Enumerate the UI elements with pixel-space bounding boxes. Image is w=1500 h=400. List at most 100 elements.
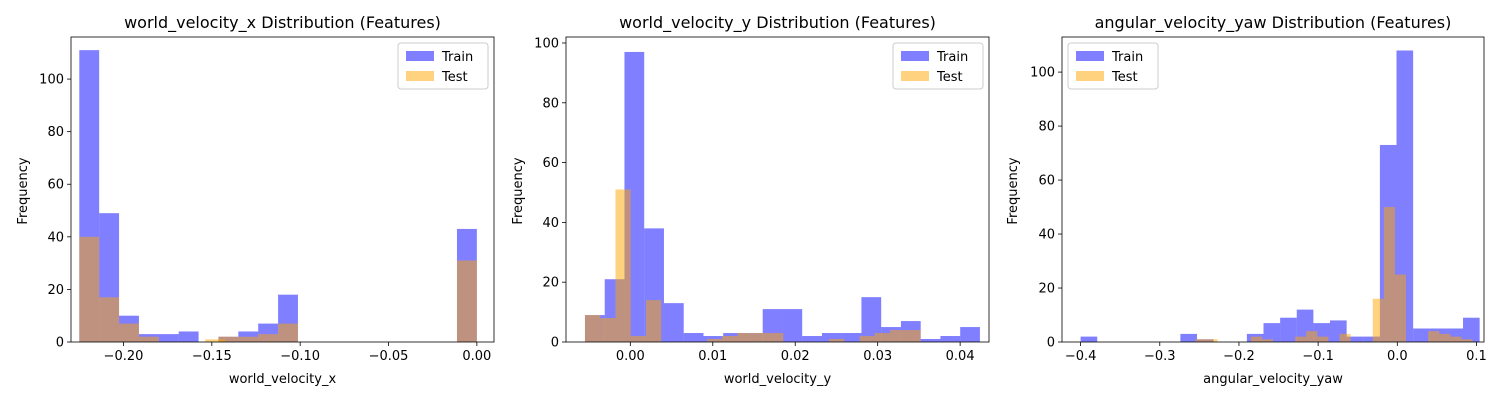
y-tick-label: 20 [47, 283, 64, 298]
axes-frame [70, 36, 495, 343]
chart-title: angular_velocity_yaw Distribution (Featu… [1095, 13, 1452, 33]
x-tick-label: −0.20 [104, 349, 144, 364]
x-tick-label: −0.1 [1302, 349, 1334, 364]
bar-test-4 [645, 300, 662, 342]
bar-test-11 [752, 333, 769, 342]
y-tick-label: 0 [56, 336, 64, 351]
legend-swatch-test [1076, 71, 1104, 81]
bar-train-12 [821, 333, 842, 342]
chart-title: world_velocity_y Distribution (Features) [619, 13, 936, 33]
bar-train-17 [920, 339, 941, 342]
x-tick-label: 0.1 [1466, 349, 1487, 364]
bar-train-19 [960, 327, 980, 342]
x-tick-label: −0.2 [1223, 349, 1255, 364]
bar-test-13 [1450, 336, 1462, 342]
bar-test-9 [722, 336, 738, 342]
bar-test-1 [600, 318, 616, 342]
legend-label-train: Train [441, 50, 473, 65]
y-tick-label: 40 [1038, 228, 1055, 243]
bar-test-7 [1339, 333, 1351, 342]
bar-train-20 [1413, 328, 1430, 342]
y-tick-label: 80 [47, 125, 64, 140]
y-tick-label: 80 [1038, 120, 1055, 135]
x-tick-label: 0.02 [781, 349, 810, 364]
chart-panel-angular-velocity-yaw: angular_velocity_yaw Distribution (Featu… [1006, 13, 1487, 387]
legend-label-test: Test [441, 70, 468, 85]
bar-test-8 [707, 339, 723, 342]
bar-test-14 [1461, 339, 1473, 342]
bar-train-5 [178, 331, 199, 342]
bar-test-18 [859, 336, 875, 342]
bar-train-14 [861, 297, 882, 342]
x-tick-label: 0.03 [863, 349, 892, 364]
y-axis-label: Frequency [16, 157, 31, 224]
chart-title: world_velocity_x Distribution (Features) [124, 13, 441, 33]
chart-panel-world-velocity-y: world_velocity_y Distribution (Features)… [511, 13, 990, 387]
y-tick-label: 0 [551, 336, 559, 351]
bar-test-0 [79, 236, 100, 342]
bar-train-11 [802, 336, 822, 342]
bar-train-17 [1363, 336, 1380, 342]
bar-train-16 [1346, 336, 1364, 342]
x-tick-label: 0.04 [946, 349, 975, 364]
bar-train-0 [1080, 336, 1098, 342]
y-tick-label: 40 [542, 216, 559, 231]
bar-train-6 [1180, 333, 1197, 342]
legend: Train Test [892, 42, 984, 90]
y-axis-label: Frequency [511, 157, 526, 224]
legend-swatch-test [406, 71, 434, 81]
bar-test-21 [905, 330, 921, 342]
legend-label-train: Train [1111, 50, 1143, 65]
bar-test-8 [1372, 298, 1384, 342]
bar-train-5 [683, 333, 704, 342]
x-tick-label: −0.10 [280, 349, 320, 364]
y-tick-label: 100 [534, 36, 559, 51]
legend-label-test: Test [936, 70, 963, 85]
chart-panel-world-velocity-x: world_velocity_x Distribution (Features)… [16, 13, 495, 387]
y-tick-label: 20 [542, 276, 559, 291]
y-tick-label: 0 [1047, 336, 1055, 351]
bar-test-9 [456, 260, 477, 342]
bar-test-11 [1428, 331, 1440, 342]
x-tick-label: −0.15 [192, 349, 232, 364]
y-tick-label: 40 [47, 230, 64, 245]
legend: Train Test [1067, 42, 1159, 90]
bar-test-1 [1206, 339, 1218, 342]
legend: Train Test [397, 42, 489, 90]
y-tick-label: 60 [47, 178, 64, 193]
bar-test-10 [1394, 274, 1407, 342]
x-axis-label: world_velocity_y [724, 372, 832, 387]
y-axis-label: Frequency [1006, 157, 1021, 224]
x-tick-label: 0.00 [616, 349, 645, 364]
legend-swatch-train [406, 51, 434, 61]
bar-test-0 [584, 315, 601, 342]
bar-test-2 [1250, 336, 1262, 342]
bar-test-3 [1261, 339, 1273, 342]
bar-train-4 [158, 334, 179, 342]
y-tick-label: 20 [1038, 282, 1055, 297]
bar-train-11 [1263, 323, 1281, 342]
x-axis-label: angular_velocity_yaw [1203, 372, 1343, 387]
bar-test-20 [890, 330, 906, 342]
bar-test-3 [630, 336, 646, 342]
axes-frame [565, 36, 990, 343]
bar-test-10 [737, 333, 753, 342]
x-tick-label: −0.4 [1065, 349, 1097, 364]
bar-test-3 [138, 336, 159, 342]
bar-test-19 [874, 333, 891, 342]
bar-test-2 [615, 189, 631, 342]
y-tick-label: 80 [542, 96, 559, 111]
bar-test-6 [238, 336, 259, 342]
bar-test-6 [1317, 336, 1329, 342]
bar-test-12 [768, 333, 784, 342]
bar-train-12 [1280, 317, 1297, 342]
bar-train-13 [841, 333, 862, 342]
bar-test-9 [1383, 207, 1395, 342]
legend-swatch-train [1076, 51, 1104, 61]
bar-test-5 [1306, 331, 1318, 342]
bar-test-2 [119, 323, 139, 342]
y-tick-label: 60 [1038, 174, 1055, 189]
x-tick-label: −0.05 [369, 349, 409, 364]
bar-test-0 [1195, 339, 1207, 342]
